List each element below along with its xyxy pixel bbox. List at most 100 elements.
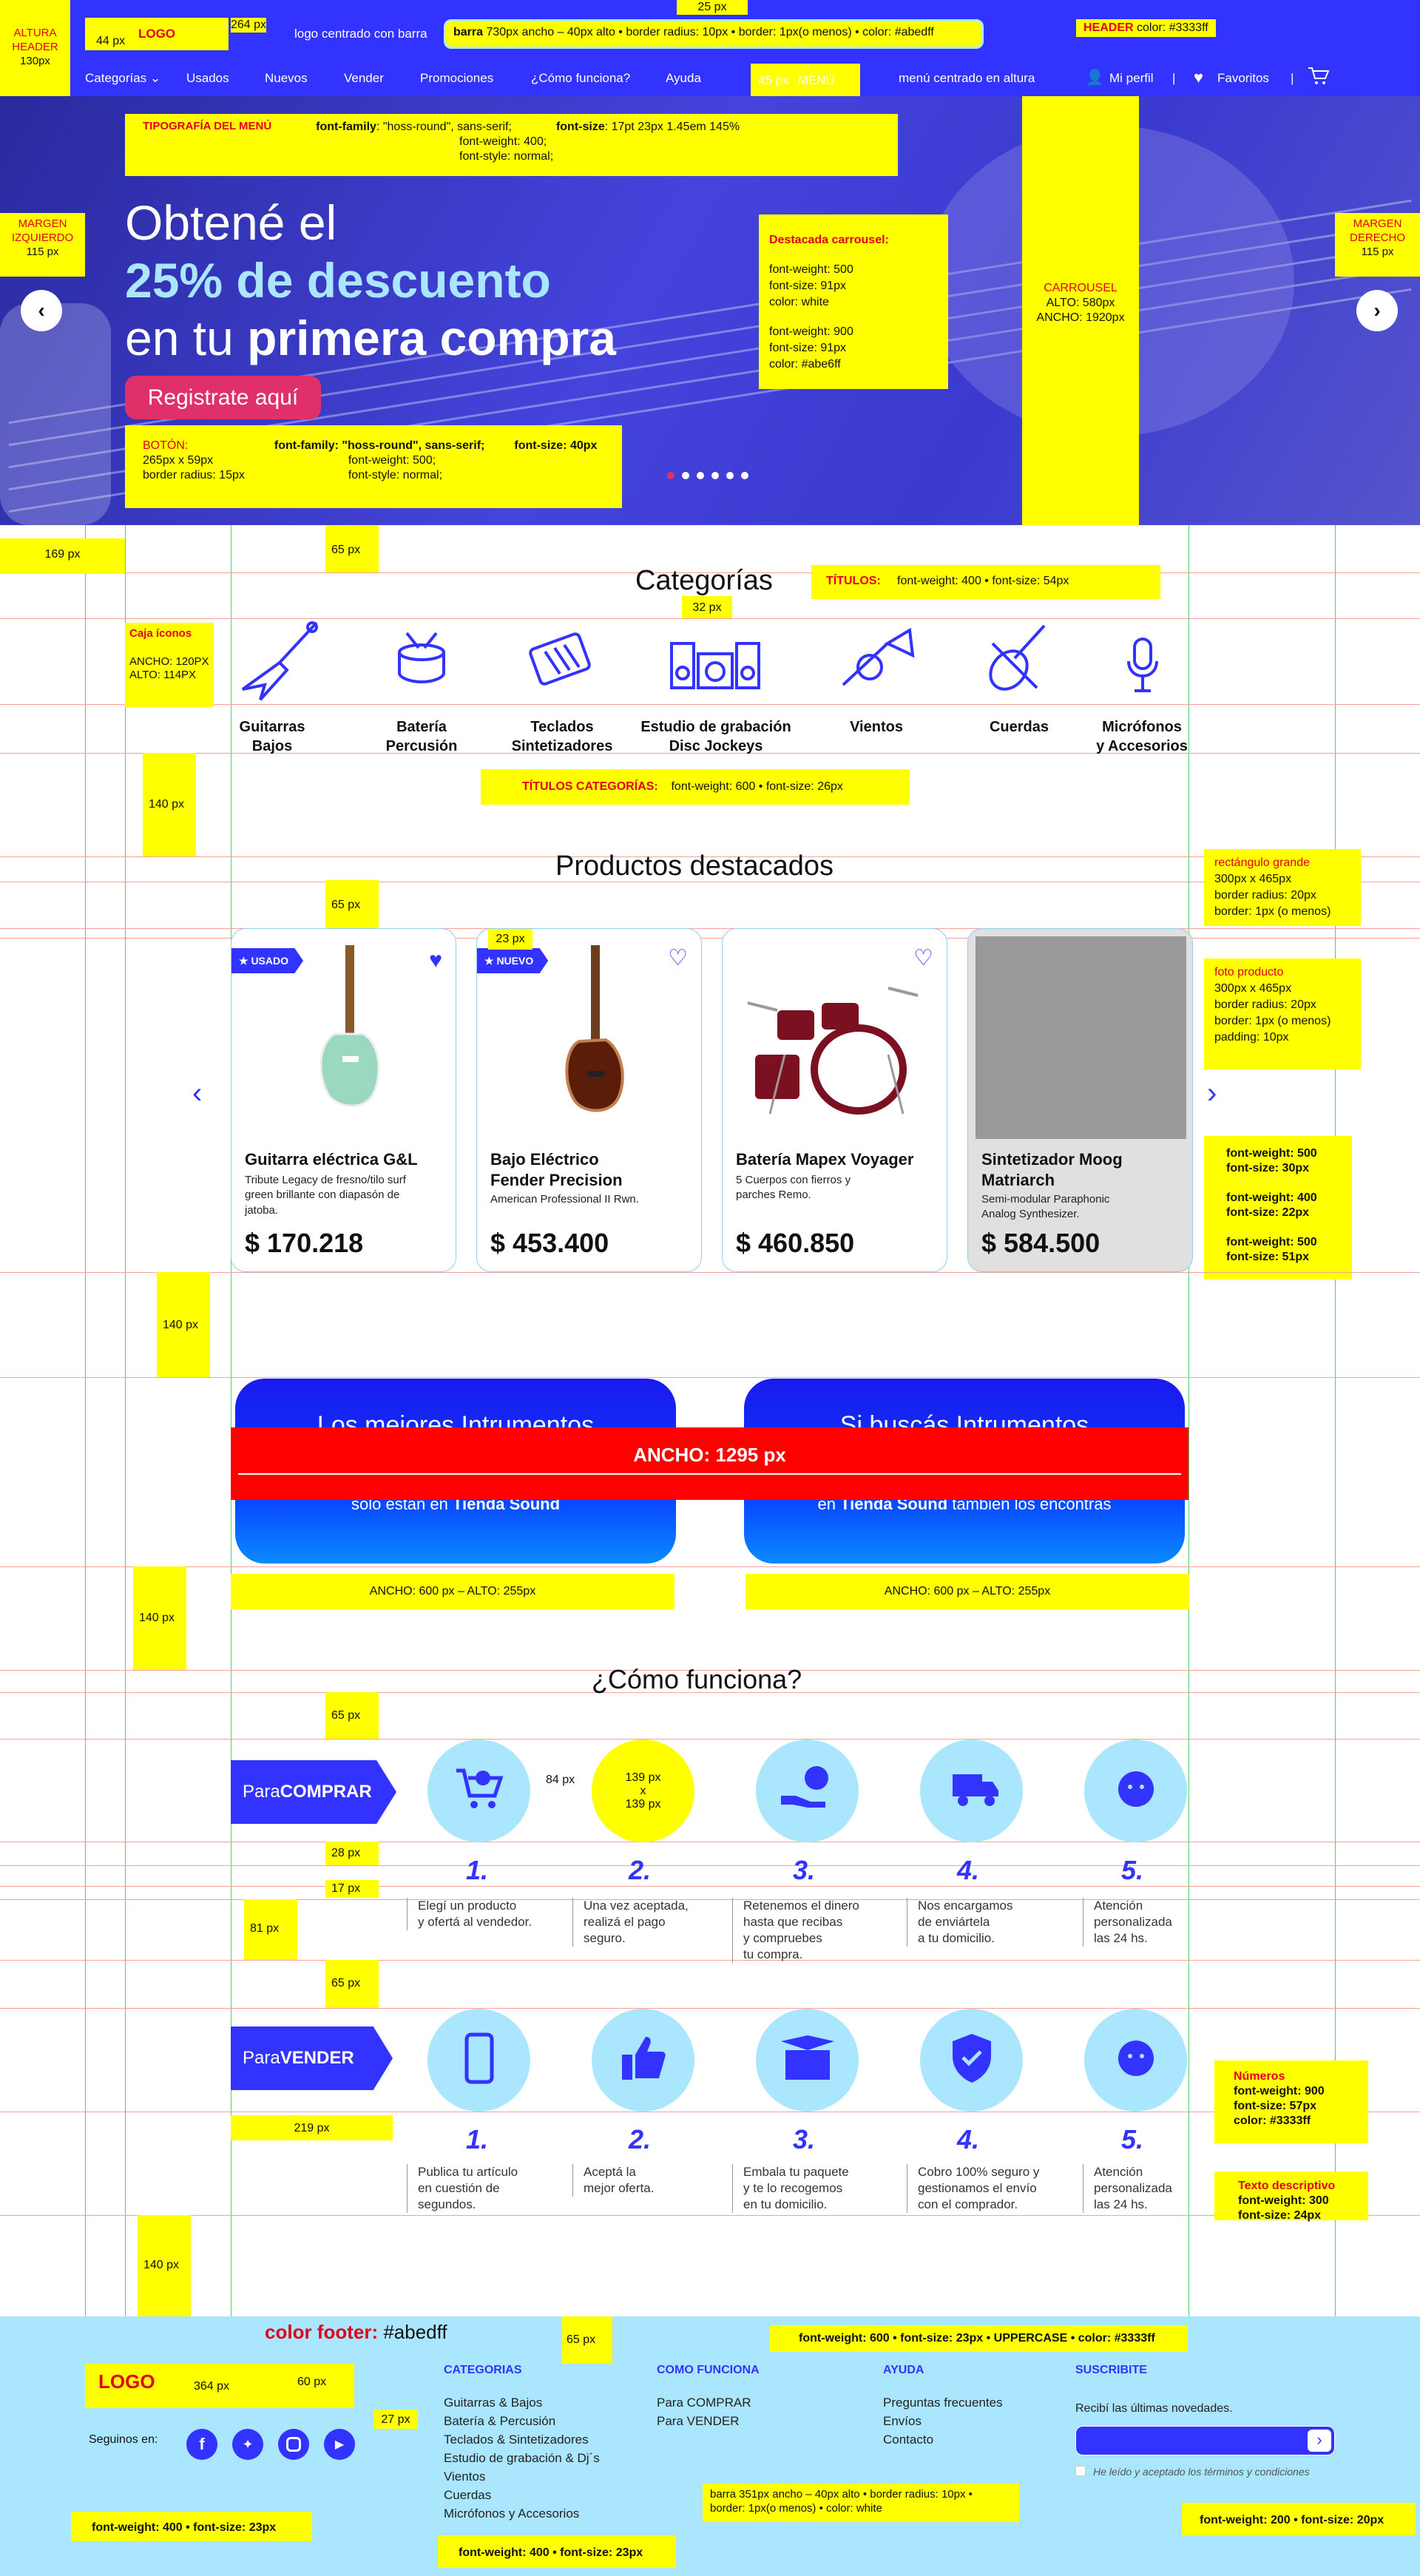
terms-checkbox[interactable] (1075, 2466, 1086, 2476)
newsletter-submit-button[interactable]: › (1308, 2430, 1331, 2452)
carrousel-annotation: CARROUSEL ALTO: 580px ANCHO: 1920px (1022, 96, 1139, 525)
footer-link[interactable]: Contacto (883, 2433, 934, 2447)
footer-link[interactable]: Cuerdas (444, 2488, 492, 2502)
carousel-dot[interactable] (726, 472, 734, 479)
footer-spec-left: font-weight: 400 • font-size: 23px (71, 2512, 312, 2541)
step-number: 5. (1121, 2124, 1144, 2154)
nav-ayuda[interactable]: Ayuda (666, 71, 701, 85)
favorite-icon[interactable]: ♡ (913, 946, 933, 970)
product-description: American Professional II Rwn. (490, 1193, 639, 1206)
footer-spec-right: font-weight: 200 • font-size: 20px (1182, 2503, 1416, 2535)
product-title: Bajo Eléctrico Fender Precision (490, 1150, 623, 1189)
header-color-annotation: HEADER color: #3333ff (1076, 19, 1216, 37)
category-guitarras[interactable]: Guitarras Bajos (239, 719, 305, 754)
dim-264: 264 px (231, 18, 267, 33)
product-price: $ 460.850 (736, 1228, 855, 1258)
footer-ayuda-title: AYUDA (883, 2364, 924, 2376)
footer-link[interactable]: Micrófonos y Accesorios (444, 2506, 580, 2521)
products-prev-icon[interactable]: ‹ (192, 1077, 203, 1109)
step-description: Elegí un producto y ofertá al vendedor. (407, 1898, 555, 1931)
heart-icon[interactable]: ♥ (1194, 68, 1204, 87)
category-microfonos[interactable]: Micrófonos y Accesorios (1096, 719, 1188, 754)
caja-iconos-annotation: Caja íconos ANCHO: 120PX ALTO: 114PX (125, 623, 214, 707)
category-vientos[interactable]: Vientos (850, 719, 903, 735)
search-bar[interactable]: barra 730px ancho – 40px alto • border r… (444, 19, 984, 49)
step-number: 1. (466, 1855, 489, 1885)
step-circle (592, 2009, 694, 2112)
footer-link[interactable]: Estudio de grabación & Dj´s (444, 2451, 600, 2465)
nav-usados[interactable]: Usados (186, 71, 229, 85)
dim-140: 140 px (143, 753, 196, 856)
nav-vender[interactable]: Vender (344, 71, 384, 85)
phone-icon (464, 2032, 494, 2088)
guitar-icon[interactable] (235, 618, 324, 703)
footer-link[interactable]: Guitarras & Bajos (444, 2396, 543, 2410)
promo-left-spec: ANCHO: 600 px – ALTO: 255px (231, 1574, 674, 1609)
studio-icon[interactable] (669, 636, 762, 695)
chevron-right-icon: › (1373, 299, 1381, 322)
dim-65: 65 px (325, 525, 379, 572)
nav-promociones[interactable]: Promociones (420, 71, 494, 85)
box-icon (778, 2032, 837, 2088)
mi-perfil-link[interactable]: Mi perfil (1109, 71, 1154, 85)
drum-icon[interactable] (392, 629, 451, 688)
category-teclados[interactable]: Teclados Sintetizadores (511, 719, 613, 754)
microphone-icon[interactable] (1124, 636, 1161, 695)
carousel-dot[interactable] (711, 472, 719, 479)
footer-logo[interactable]: LOGO (85, 2364, 354, 2408)
ancho-annotation: ANCHO: 1295 px (231, 1427, 1189, 1500)
product-title: Batería Mapex Voyager (736, 1150, 914, 1169)
violin-icon[interactable] (985, 621, 1052, 695)
trumpet-icon[interactable] (836, 626, 917, 692)
carousel-dot[interactable] (741, 472, 748, 479)
carousel-dot[interactable] (667, 472, 674, 479)
favorite-icon[interactable]: ♥ (429, 948, 442, 973)
margen-derecho-annotation: MARGEN DERECHO 115 px (1335, 213, 1420, 277)
keyboard-icon[interactable] (527, 626, 593, 692)
carousel-next-button[interactable]: › (1356, 290, 1398, 331)
category-estudio[interactable]: Estudio de grabación Disc Jockeys (640, 719, 791, 754)
user-icon[interactable]: 👤 (1086, 70, 1104, 86)
footer-link[interactable]: Envíos (883, 2414, 922, 2428)
favorite-icon[interactable]: ♡ (668, 946, 688, 970)
step-circle (427, 1740, 530, 1842)
nav-como-funciona[interactable]: ¿Cómo funciona? (531, 71, 631, 85)
category-cuerdas[interactable]: Cuerdas (989, 719, 1049, 735)
register-button[interactable]: Registrate aquí (125, 376, 321, 419)
nav-nuevos[interactable]: Nuevos (265, 71, 308, 85)
category-bateria[interactable]: Batería Percusión (385, 719, 458, 754)
newsletter-input[interactable]: › (1075, 2426, 1335, 2455)
step-circle (427, 2009, 530, 2112)
step-number: 3. (793, 1855, 816, 1885)
step-description: Una vez aceptada, realizá el pago seguro… (572, 1898, 720, 1947)
footer-link[interactable]: Teclados & Sintetizadores (444, 2433, 589, 2447)
nav-categorias[interactable]: Categorías ⌄ (85, 71, 161, 85)
product-description: Semi-modular Paraphonic Analog Synthesiz… (981, 1193, 1110, 1221)
facebook-icon[interactable]: f (186, 2429, 217, 2460)
product-card[interactable]: Sintetizador Moog Matriarch Semi-modular… (967, 928, 1193, 1272)
product-card[interactable]: ♡ Batería Mapex Voyager 5 Cuerpos con fi… (722, 928, 947, 1272)
footer-link[interactable]: Batería & Percusión (444, 2414, 556, 2428)
product-card[interactable]: ★ NUEVO ♡ Bajo Eléctrico Fender Precisio… (476, 928, 702, 1272)
product-image (733, 973, 933, 1125)
carousel-dot[interactable] (697, 472, 704, 479)
para-comprar-flag[interactable]: Para COMPRAR (231, 1760, 396, 1824)
youtube-icon[interactable]: ▶ (324, 2429, 355, 2460)
footer-link[interactable]: Para COMPRAR (657, 2396, 751, 2410)
carousel-prev-button[interactable]: ‹ (21, 290, 62, 331)
cart-icon[interactable] (1308, 67, 1330, 89)
products-next-icon[interactable]: › (1207, 1077, 1217, 1109)
chevron-down-icon: ⌄ (149, 71, 161, 85)
footer-link[interactable]: Vientos (444, 2469, 486, 2484)
step-circle (920, 2009, 1023, 2112)
product-card[interactable]: ★ USADO ♥ Guitarra eléctrica G&L Tribute… (231, 928, 456, 1272)
twitter-icon[interactable]: ✦ (232, 2429, 263, 2460)
favoritos-link[interactable]: Favoritos (1217, 71, 1269, 85)
footer-link[interactable]: Preguntas frecuentes (883, 2396, 1003, 2410)
footer-como-list: Para COMPRAR Para VENDER (657, 2393, 751, 2430)
carousel-dot[interactable] (682, 472, 689, 479)
instagram-icon[interactable] (278, 2429, 309, 2460)
para-vender-flag[interactable]: Para VENDER (231, 2026, 393, 2090)
footer-link[interactable]: Para VENDER (657, 2414, 740, 2428)
boton-annotation: BOTÓN: 265px x 59px border radius: 15px fo… (125, 425, 622, 508)
